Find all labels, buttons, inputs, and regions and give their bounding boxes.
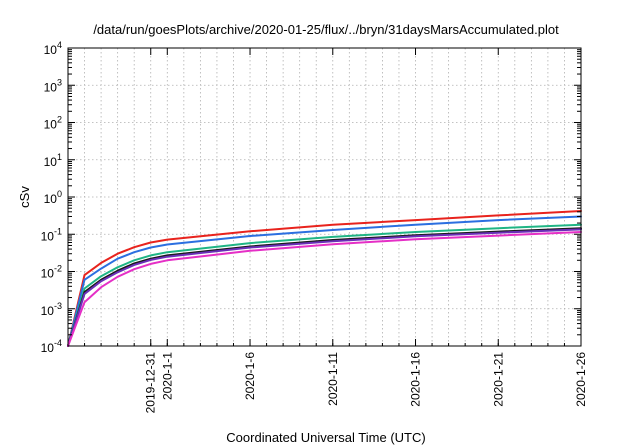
y-axis-label: cSv: [17, 186, 32, 208]
y-tick-label: 10-4: [41, 338, 62, 355]
series-line-1: [67, 210, 582, 347]
x-tick-label: 2020-1-21: [491, 352, 505, 407]
y-tick-label: 10-3: [41, 301, 62, 318]
x-tick-label: 2020-1-6: [243, 352, 257, 400]
axes: 10-4 10-3 10-2 10-1 100 101 102 103 104 2019-12-3…: [41, 40, 588, 413]
data-series: [67, 210, 582, 347]
x-tick-label: 2020-1-1: [160, 352, 174, 400]
x-tick-label: 2020-1-11: [326, 352, 340, 406]
chart-title: /data/run/goesPlots/archive/2020-01-25/f…: [93, 22, 559, 37]
x-tick-label: 2020-1-16: [409, 352, 423, 407]
series-line-3: [67, 223, 582, 347]
x-tick-label: 2019-12-31: [144, 352, 158, 414]
y-tick-label: 10-1: [41, 226, 62, 243]
series-line-2: [67, 215, 582, 347]
grid-lines: [68, 48, 581, 346]
y-tick-label: 10-2: [41, 264, 62, 281]
y-tick-label: 101: [44, 152, 62, 169]
series-line-4: [67, 227, 582, 347]
y-tick-label: 102: [44, 115, 62, 132]
y-tick-label: 103: [44, 77, 62, 94]
x-axis-label: Coordinated Universal Time (UTC): [226, 430, 425, 445]
y-tick-label: 100: [44, 189, 62, 206]
y-tick-label: 104: [44, 40, 62, 57]
series-line-6: [67, 231, 582, 347]
x-tick-label: 2020-1-26: [574, 352, 588, 407]
series-line-5: [67, 228, 582, 347]
